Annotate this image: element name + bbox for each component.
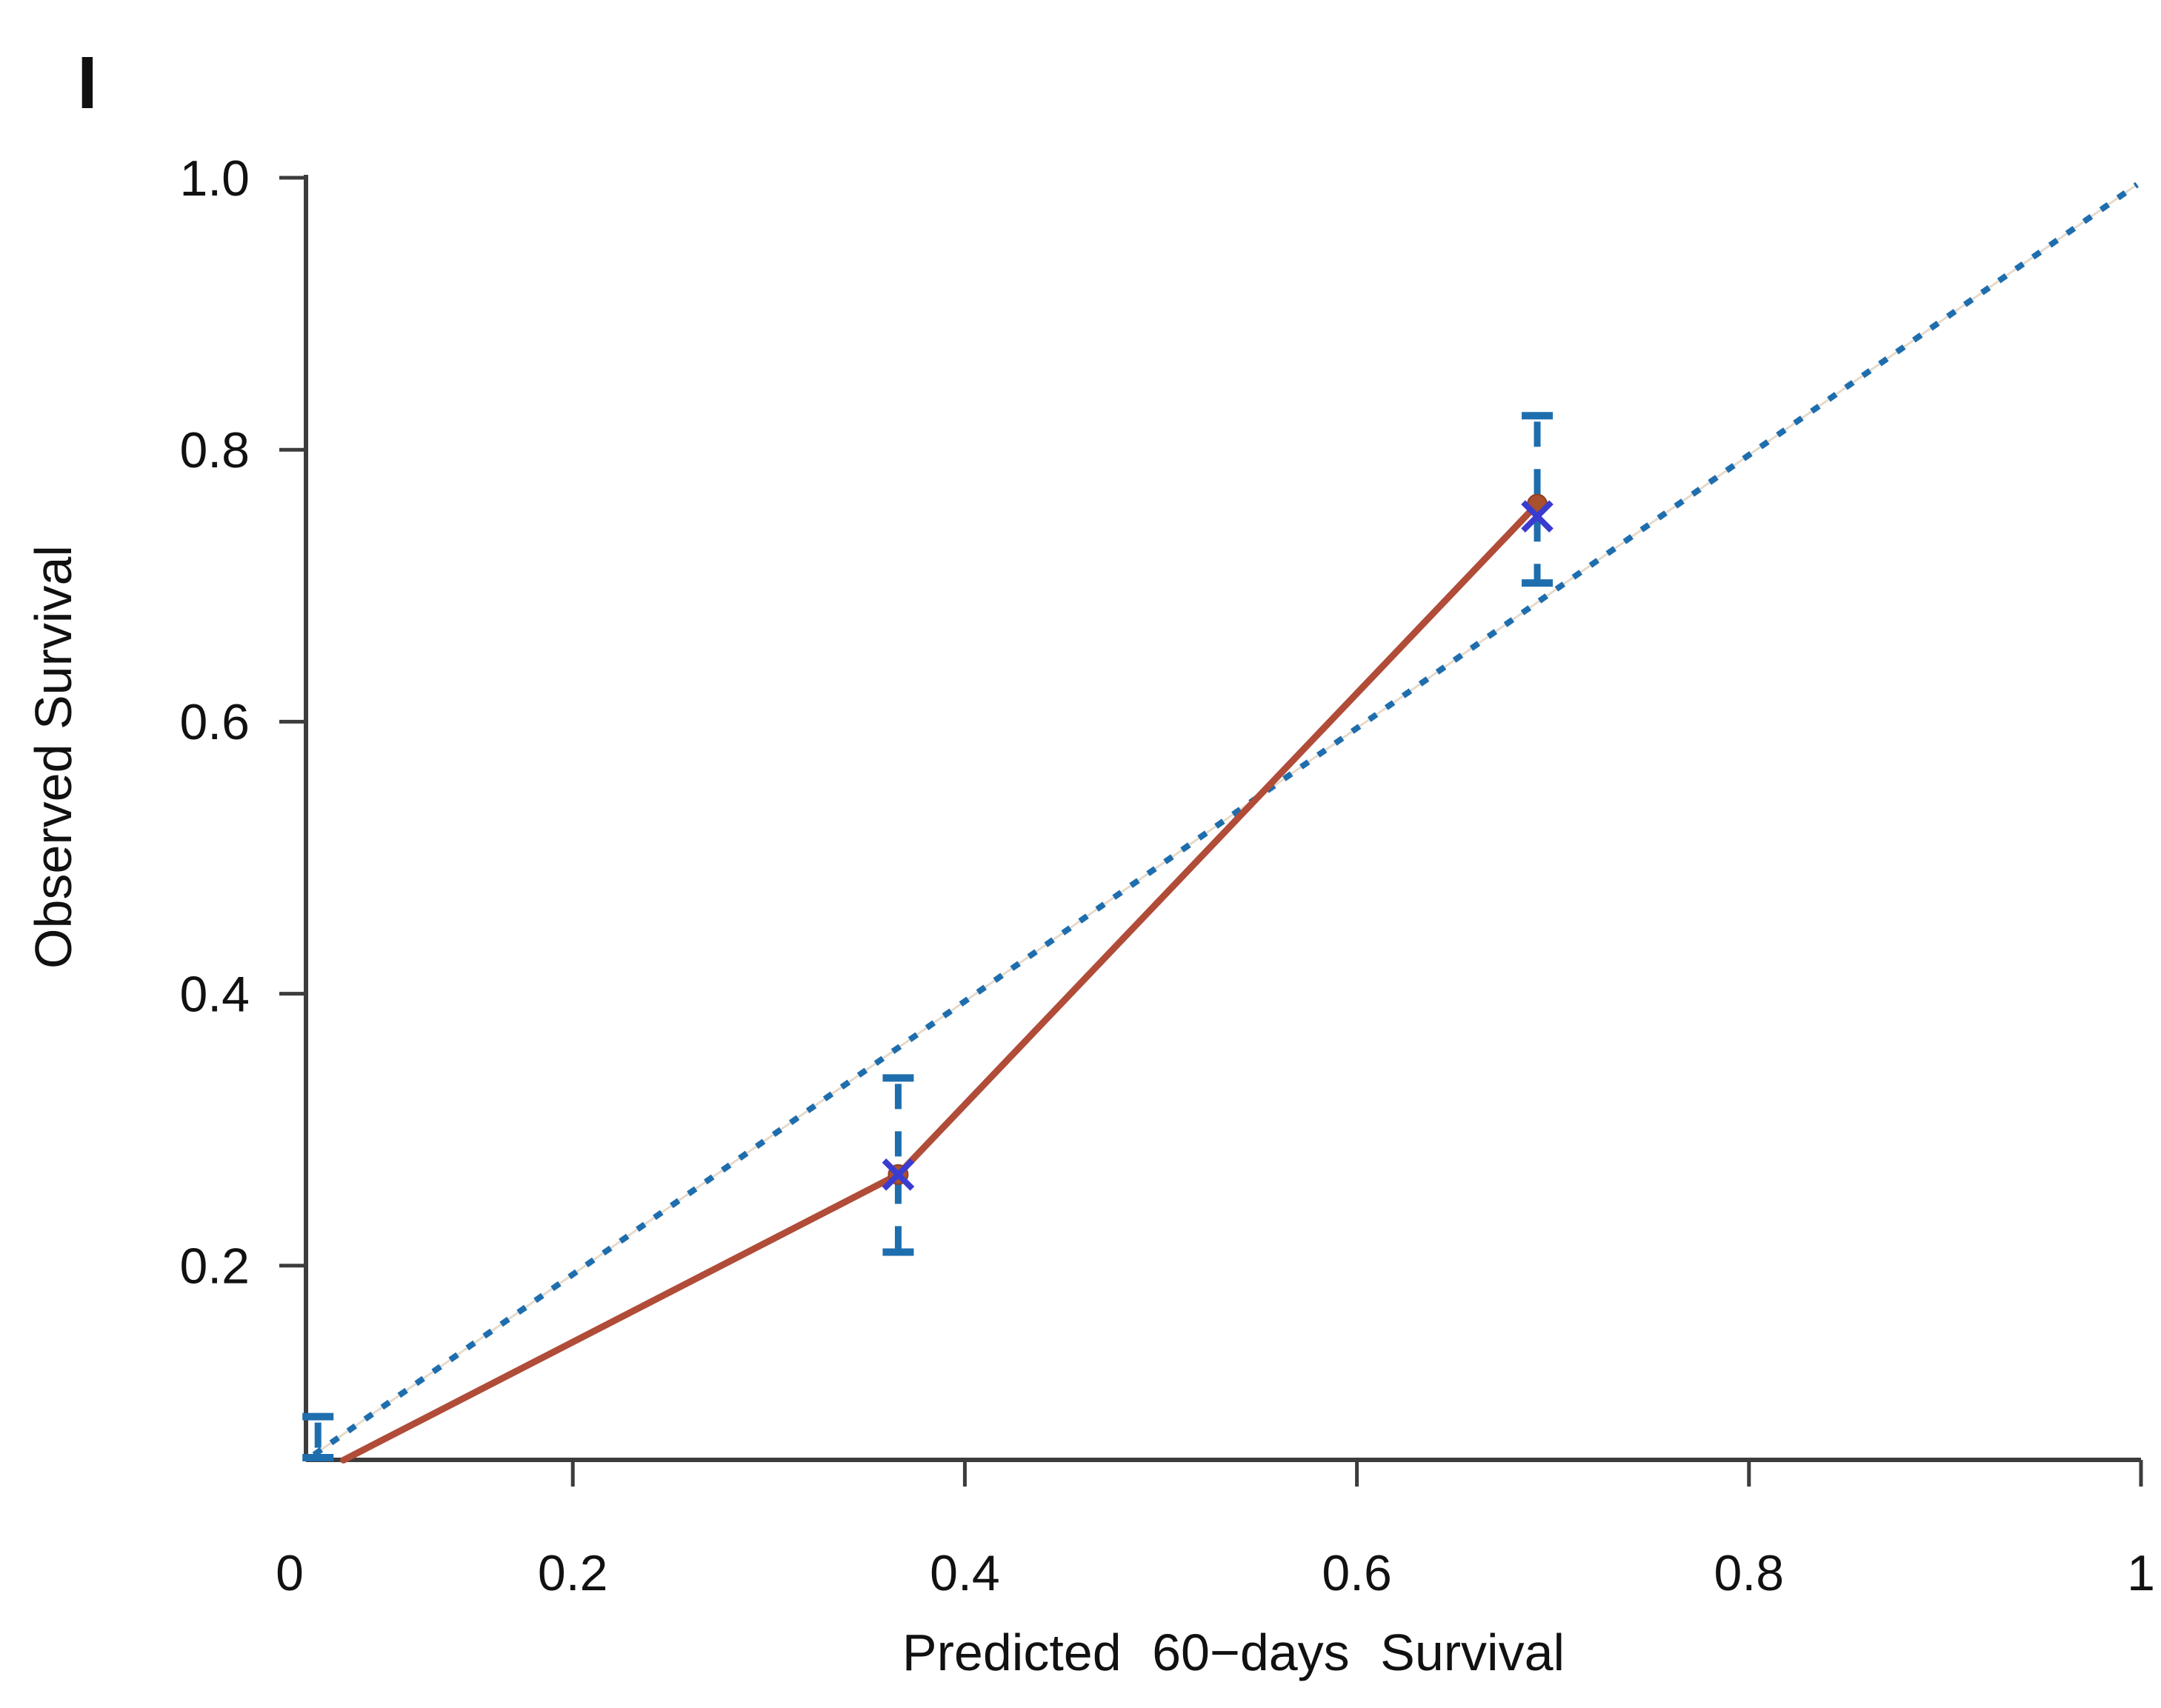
x-marker-stroke	[882, 1158, 915, 1191]
x-tick-label: 0.2	[538, 1545, 608, 1601]
y-tick-label: 0.6	[179, 694, 250, 750]
x-marker	[1521, 500, 1554, 533]
x-tick-label: 0.6	[1322, 1545, 1392, 1601]
y-tick-label: 1.0	[179, 150, 250, 207]
y-axis-title: Observed Survival	[24, 545, 82, 969]
x-tick-label: 1	[2127, 1545, 2155, 1601]
y-tick-label: 0.2	[179, 1238, 250, 1295]
panel-label: I	[77, 41, 98, 124]
error-bar	[882, 1074, 914, 1256]
x-tick-label: 0	[276, 1545, 304, 1601]
x-axis-title: Predicted 60−days Survival	[902, 1624, 1565, 1681]
tick-layer: 0 0.2 0.4 0.6 0.8 1 1.0 0.8 0.6 0.4 0.2	[179, 150, 2154, 1601]
calibration-line	[340, 501, 1541, 1464]
x-marker	[882, 1158, 915, 1191]
y-tick-label: 0.4	[179, 966, 250, 1022]
error-bar	[302, 1412, 334, 1461]
ideal-reference-line	[312, 181, 2139, 1458]
axis-layer	[304, 175, 2141, 1462]
y-tick-label: 0.8	[179, 422, 250, 478]
x-tick-label: 0.8	[1714, 1545, 1785, 1601]
x-marker-stroke	[1521, 500, 1554, 533]
plot-area	[302, 181, 2139, 1464]
x-tick-label: 0.4	[930, 1545, 1000, 1601]
error-bar	[1522, 412, 1554, 587]
